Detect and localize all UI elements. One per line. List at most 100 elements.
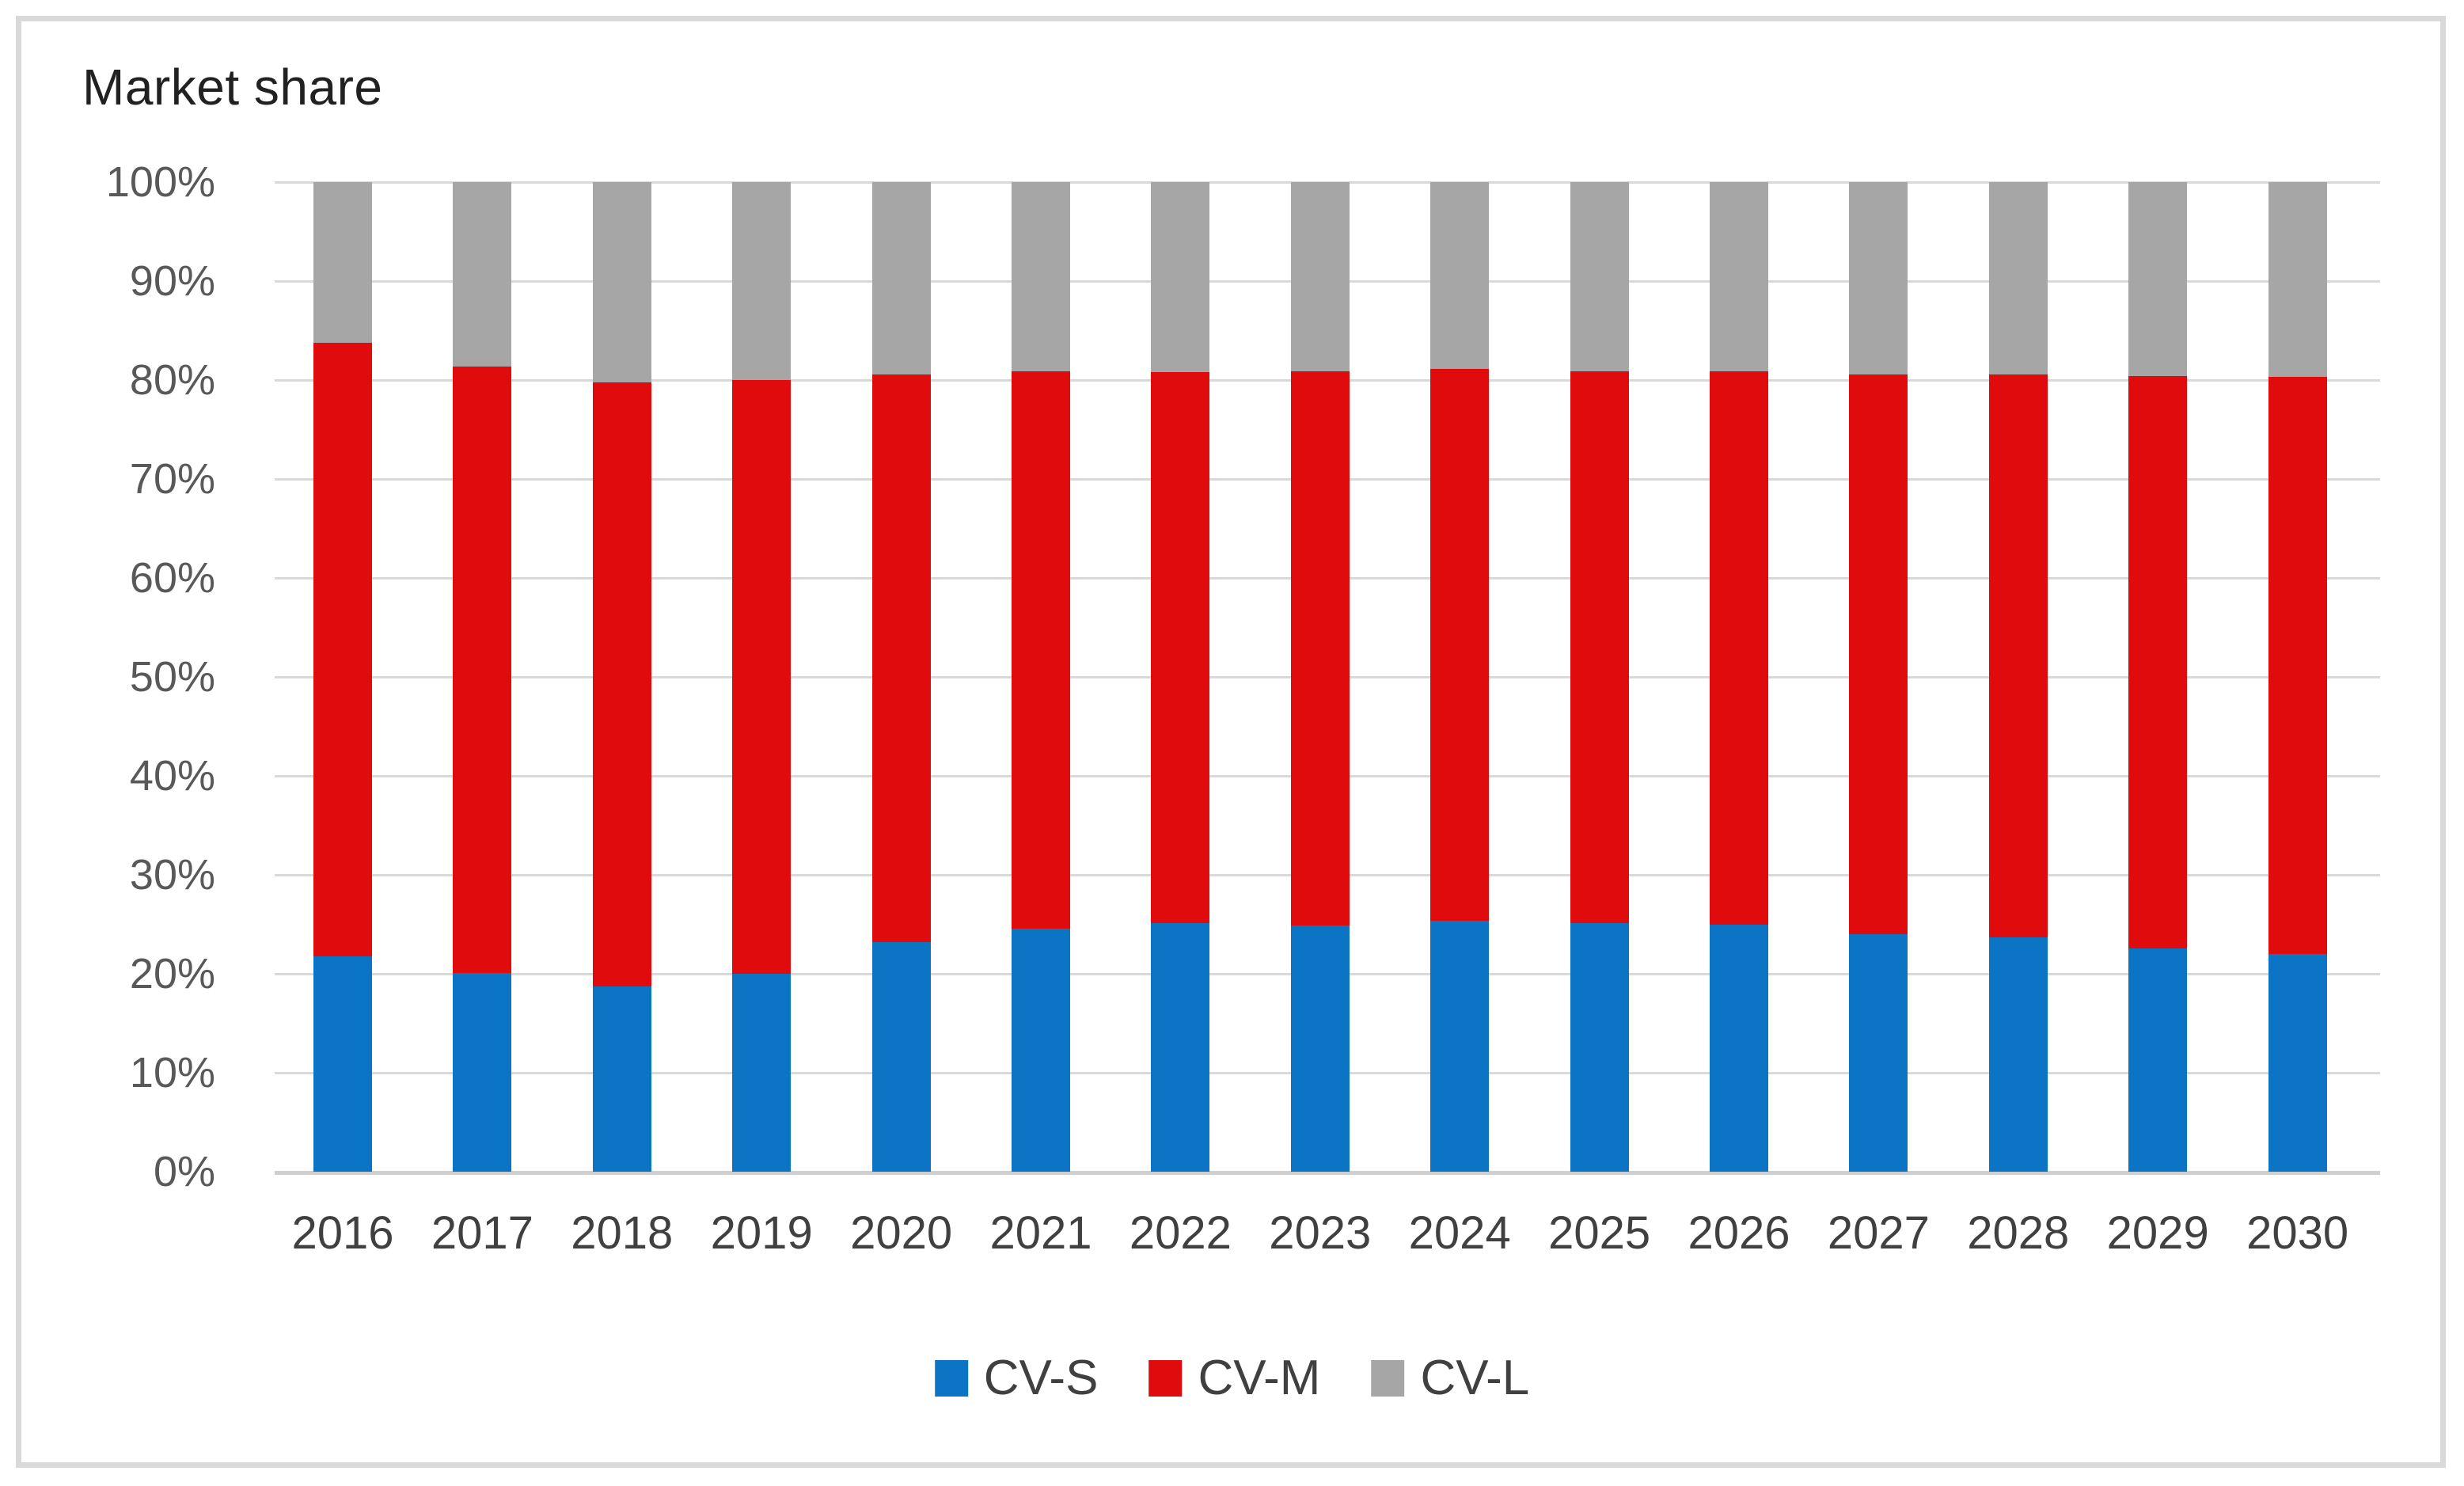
y-axis-tick-label: 90% [129, 257, 215, 305]
bar-segment-cv-l-2017 [453, 182, 512, 367]
y-axis-tick-label: 40% [129, 752, 215, 800]
x-axis-tick-label: 2022 [1129, 1207, 1232, 1259]
legend-label-cv-l: CV-L [1420, 1351, 1530, 1405]
x-axis-tick-label: 2029 [2106, 1207, 2209, 1259]
bar-column-2030 [2268, 182, 2327, 1172]
x-axis-tick-label: 2016 [291, 1207, 394, 1259]
bar-segment-cv-m-2029 [2128, 376, 2188, 948]
y-axis-tick-label: 80% [129, 356, 215, 404]
bar-segment-cv-l-2022 [1151, 182, 1210, 372]
x-axis-tick-label: 2024 [1408, 1207, 1511, 1259]
bar-segment-cv-m-2023 [1290, 371, 1350, 925]
x-axis-tick-label: 2023 [1269, 1207, 1372, 1259]
bar-segment-cv-s-2030 [2268, 954, 2327, 1172]
bar-segment-cv-l-2025 [1570, 182, 1629, 371]
bar-segment-cv-m-2022 [1151, 372, 1210, 924]
x-axis-tick-label: 2028 [1967, 1207, 2070, 1259]
bar-segment-cv-l-2030 [2268, 182, 2327, 378]
x-axis-tick-label: 2019 [710, 1207, 813, 1259]
bar-segment-cv-m-2028 [1988, 374, 2048, 937]
bar-column-2016 [313, 182, 372, 1172]
bar-segment-cv-l-2026 [1710, 182, 1768, 371]
bar-segment-cv-s-2027 [1849, 934, 1908, 1172]
y-axis-tick-label: 10% [129, 1049, 215, 1096]
bar-segment-cv-l-2023 [1290, 182, 1350, 371]
bar-segment-cv-s-2016 [313, 956, 372, 1172]
chart-title: Market share [82, 59, 383, 116]
bar-segment-cv-l-2018 [592, 182, 651, 382]
plot-area [275, 181, 2380, 1175]
bar-segment-cv-s-2025 [1570, 923, 1629, 1172]
bar-column-2017 [453, 182, 512, 1172]
bar-column-2026 [1710, 182, 1768, 1172]
x-axis-tick-label: 2018 [571, 1207, 674, 1259]
bar-segment-cv-m-2027 [1849, 374, 1908, 934]
bar-segment-cv-s-2019 [732, 974, 792, 1172]
bar-segment-cv-l-2019 [732, 182, 792, 380]
legend-label-cv-m: CV-M [1198, 1351, 1321, 1405]
bar-column-2024 [1430, 182, 1490, 1172]
x-axis-tick-label: 2026 [1688, 1207, 1790, 1259]
y-axis-tick-label: 0% [153, 1148, 215, 1195]
bar-segment-cv-m-2025 [1570, 371, 1629, 924]
bar-segment-cv-l-2028 [1988, 182, 2048, 374]
bar-segment-cv-m-2016 [313, 342, 372, 956]
x-axis-tick-label: 2027 [1827, 1207, 1930, 1259]
bar-segment-cv-l-2024 [1430, 182, 1490, 370]
bar-segment-cv-l-2020 [871, 182, 931, 374]
bar-column-2022 [1151, 182, 1210, 1172]
bar-segment-cv-l-2027 [1849, 182, 1908, 374]
legend-marker-cv-m-icon [1148, 1360, 1183, 1397]
legend-item-cv-l: CV-L [1371, 1351, 1529, 1406]
legend-item-cv-s: CV-S [934, 1351, 1099, 1406]
bar-column-2020 [871, 182, 931, 1172]
bar-column-2018 [592, 182, 651, 1172]
bar-segment-cv-s-2021 [1012, 928, 1070, 1172]
x-axis-tick-label: 2020 [850, 1207, 953, 1259]
bar-segment-cv-s-2026 [1710, 924, 1768, 1172]
x-axis-tick-label: 2017 [431, 1207, 533, 1259]
bar-segment-cv-m-2030 [2268, 377, 2327, 954]
bar-segment-cv-s-2018 [592, 986, 651, 1172]
bar-column-2029 [2128, 182, 2188, 1172]
bar-segment-cv-m-2018 [592, 382, 651, 987]
bar-segment-cv-m-2026 [1710, 371, 1768, 925]
y-axis-tick-label: 100% [105, 158, 215, 206]
x-axis-tick-label: 2030 [2246, 1207, 2349, 1259]
bar-segment-cv-m-2017 [453, 366, 512, 973]
bar-segment-cv-l-2029 [2128, 182, 2188, 376]
bar-column-2021 [1012, 182, 1070, 1172]
bar-segment-cv-m-2024 [1430, 369, 1490, 921]
bar-segment-cv-m-2019 [732, 380, 792, 974]
bar-segment-cv-s-2020 [871, 942, 931, 1172]
y-axis-tick-label: 70% [129, 455, 215, 503]
bar-segment-cv-s-2022 [1151, 923, 1210, 1172]
bar-column-2028 [1988, 182, 2048, 1172]
bar-segment-cv-m-2020 [871, 374, 931, 942]
bar-segment-cv-l-2021 [1012, 182, 1070, 371]
bar-segment-cv-s-2017 [453, 972, 512, 1172]
bar-segment-cv-l-2016 [313, 182, 372, 343]
bar-column-2025 [1570, 182, 1629, 1172]
bar-column-2019 [732, 182, 792, 1172]
y-axis-tick-label: 20% [129, 950, 215, 998]
bar-segment-cv-m-2021 [1012, 371, 1070, 929]
bar-column-2027 [1849, 182, 1908, 1172]
legend-item-cv-m: CV-M [1148, 1351, 1320, 1406]
legend-marker-cv-s-icon [934, 1360, 968, 1397]
y-axis-tick-label: 60% [129, 554, 215, 602]
y-axis-tick-label: 30% [129, 851, 215, 899]
bar-column-2023 [1290, 182, 1350, 1172]
gridline [275, 1171, 2380, 1175]
legend-label-cv-s: CV-S [983, 1351, 1099, 1405]
y-axis-tick-label: 50% [129, 653, 215, 701]
legend-marker-cv-l-icon [1371, 1360, 1405, 1397]
x-axis-tick-label: 2021 [989, 1207, 1092, 1259]
legend: CV-S CV-M CV-L [934, 1351, 1529, 1406]
bar-segment-cv-s-2029 [2128, 948, 2188, 1172]
x-axis-tick-label: 2025 [1548, 1207, 1651, 1259]
bar-segment-cv-s-2024 [1430, 920, 1490, 1172]
bar-segment-cv-s-2023 [1290, 925, 1350, 1172]
bar-segment-cv-s-2028 [1988, 937, 2048, 1172]
